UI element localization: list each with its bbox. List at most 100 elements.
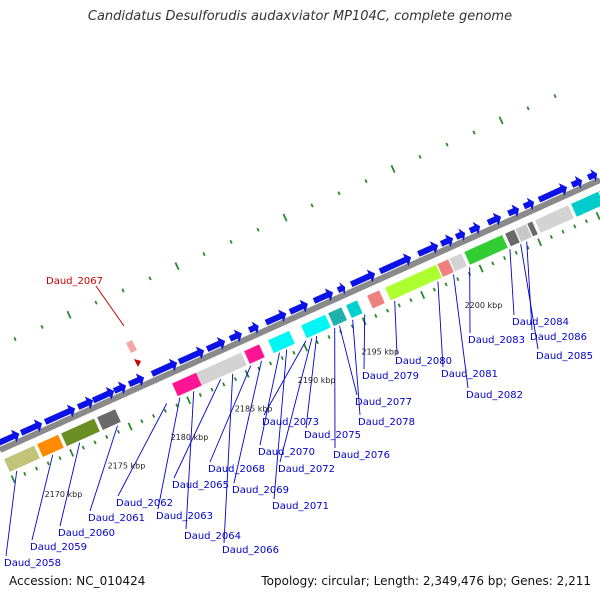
scale-label: 2190 kbp [298,376,336,385]
gene-block [196,352,247,386]
tick-mark [186,396,192,405]
tick-mark [40,324,44,329]
tick-mark [94,300,98,305]
tick-mark [292,350,296,355]
gene-block [437,259,454,277]
tick-mark [148,276,152,281]
gene-label: Daud_2082 [466,390,523,401]
tick-mark [140,419,144,424]
gene-block [61,418,100,447]
gene-label: Daud_2084 [512,317,569,328]
tick-mark [116,429,121,434]
gene-leader-line [520,244,539,350]
tick-mark [502,256,507,261]
tick-mark [222,382,226,387]
tick-mark [561,229,565,234]
gene-leader-line [157,397,181,510]
gene-block [367,290,385,309]
gene-layer [0,169,600,472]
gene-leader-line [173,379,222,479]
tick-mark [432,287,436,292]
tick-mark [151,414,156,418]
gene-leader-line [89,425,118,512]
tick-mark [315,340,319,345]
forward-gene-arrow [468,221,481,235]
tick-mark [58,456,62,461]
tick-mark [472,130,476,135]
tick-mark [478,264,484,273]
gene-block [527,221,538,237]
tick-mark [229,239,233,244]
highlight-leader [95,285,125,327]
tick-mark [498,116,504,125]
gene-leader-line [339,325,358,396]
tick-mark [127,422,133,431]
tick-mark [46,461,50,466]
gene-label: Daud_2066 [222,545,279,556]
genome-backbone [0,177,600,453]
forward-gene-arrow [378,253,412,275]
gene-block [535,205,574,233]
tick-mark [105,435,109,440]
gene-label: Daud_2086 [530,332,587,343]
gene-label: Daud_2065 [172,480,229,491]
tick-mark [303,343,309,352]
gene-block [449,253,467,272]
gene-block [571,191,600,217]
tick-mark [420,290,426,299]
tick-mark [553,94,557,99]
forward-gene-arrow [336,282,346,295]
tick-mark [69,448,75,457]
gene-label: Daud_2080 [395,356,452,367]
gene-label: Daud_2062 [116,498,173,509]
scale-label: 2195 kbp [361,347,399,356]
forward-gene-arrow [507,204,520,218]
gene-label: Daud_2068 [208,464,265,475]
gene-label: Daud_2059 [30,542,87,553]
tick-mark [121,288,125,293]
tick-mark [310,203,314,208]
gene-leader-line [394,300,398,355]
tick-mark [526,106,530,111]
forward-gene-arrow [228,329,242,343]
gene-label: Daud_2070 [258,447,315,458]
tick-mark [327,335,331,340]
gene-leader-line [263,340,307,416]
gene-block [37,434,64,457]
tick-mark [444,282,448,287]
gene-block [268,330,295,354]
tick-mark [491,261,495,266]
accession-text: Accession: NC_010424 [9,574,146,588]
gene-label: Daud_2061 [88,513,145,524]
tick-mark [595,211,600,220]
gene-block [301,314,331,339]
gene-leader-line [305,335,318,429]
tick-mark [445,142,449,147]
forward-gene-arrow [91,387,115,404]
forward-gene-arrow [247,321,259,335]
tick-mark [397,303,401,308]
forward-gene-arrow [522,197,535,211]
gene-label: Daud_2079 [362,371,419,382]
forward-gene-arrow [19,419,43,436]
tick-mark [573,224,577,229]
tick-mark [385,308,390,313]
gene-label: Daud_2083 [468,335,525,346]
gene-block [97,409,121,430]
scale-label: 2180 kbp [171,433,209,442]
tick-mark [66,310,72,319]
gene-label: Daud_2075 [304,430,361,441]
gene-leader-line [209,365,252,463]
scale-label: 2170 kbp [45,490,83,499]
forward-gene-arrow [570,176,583,189]
tick-mark [549,235,553,239]
gene-block [515,224,532,242]
forward-gene-arrow [76,396,94,410]
tick-mark [256,227,260,232]
tick-mark [456,277,460,282]
gene-leader-line [31,454,54,541]
gene-leader-line [273,349,288,500]
gene-label: Daud_2081 [441,369,498,380]
